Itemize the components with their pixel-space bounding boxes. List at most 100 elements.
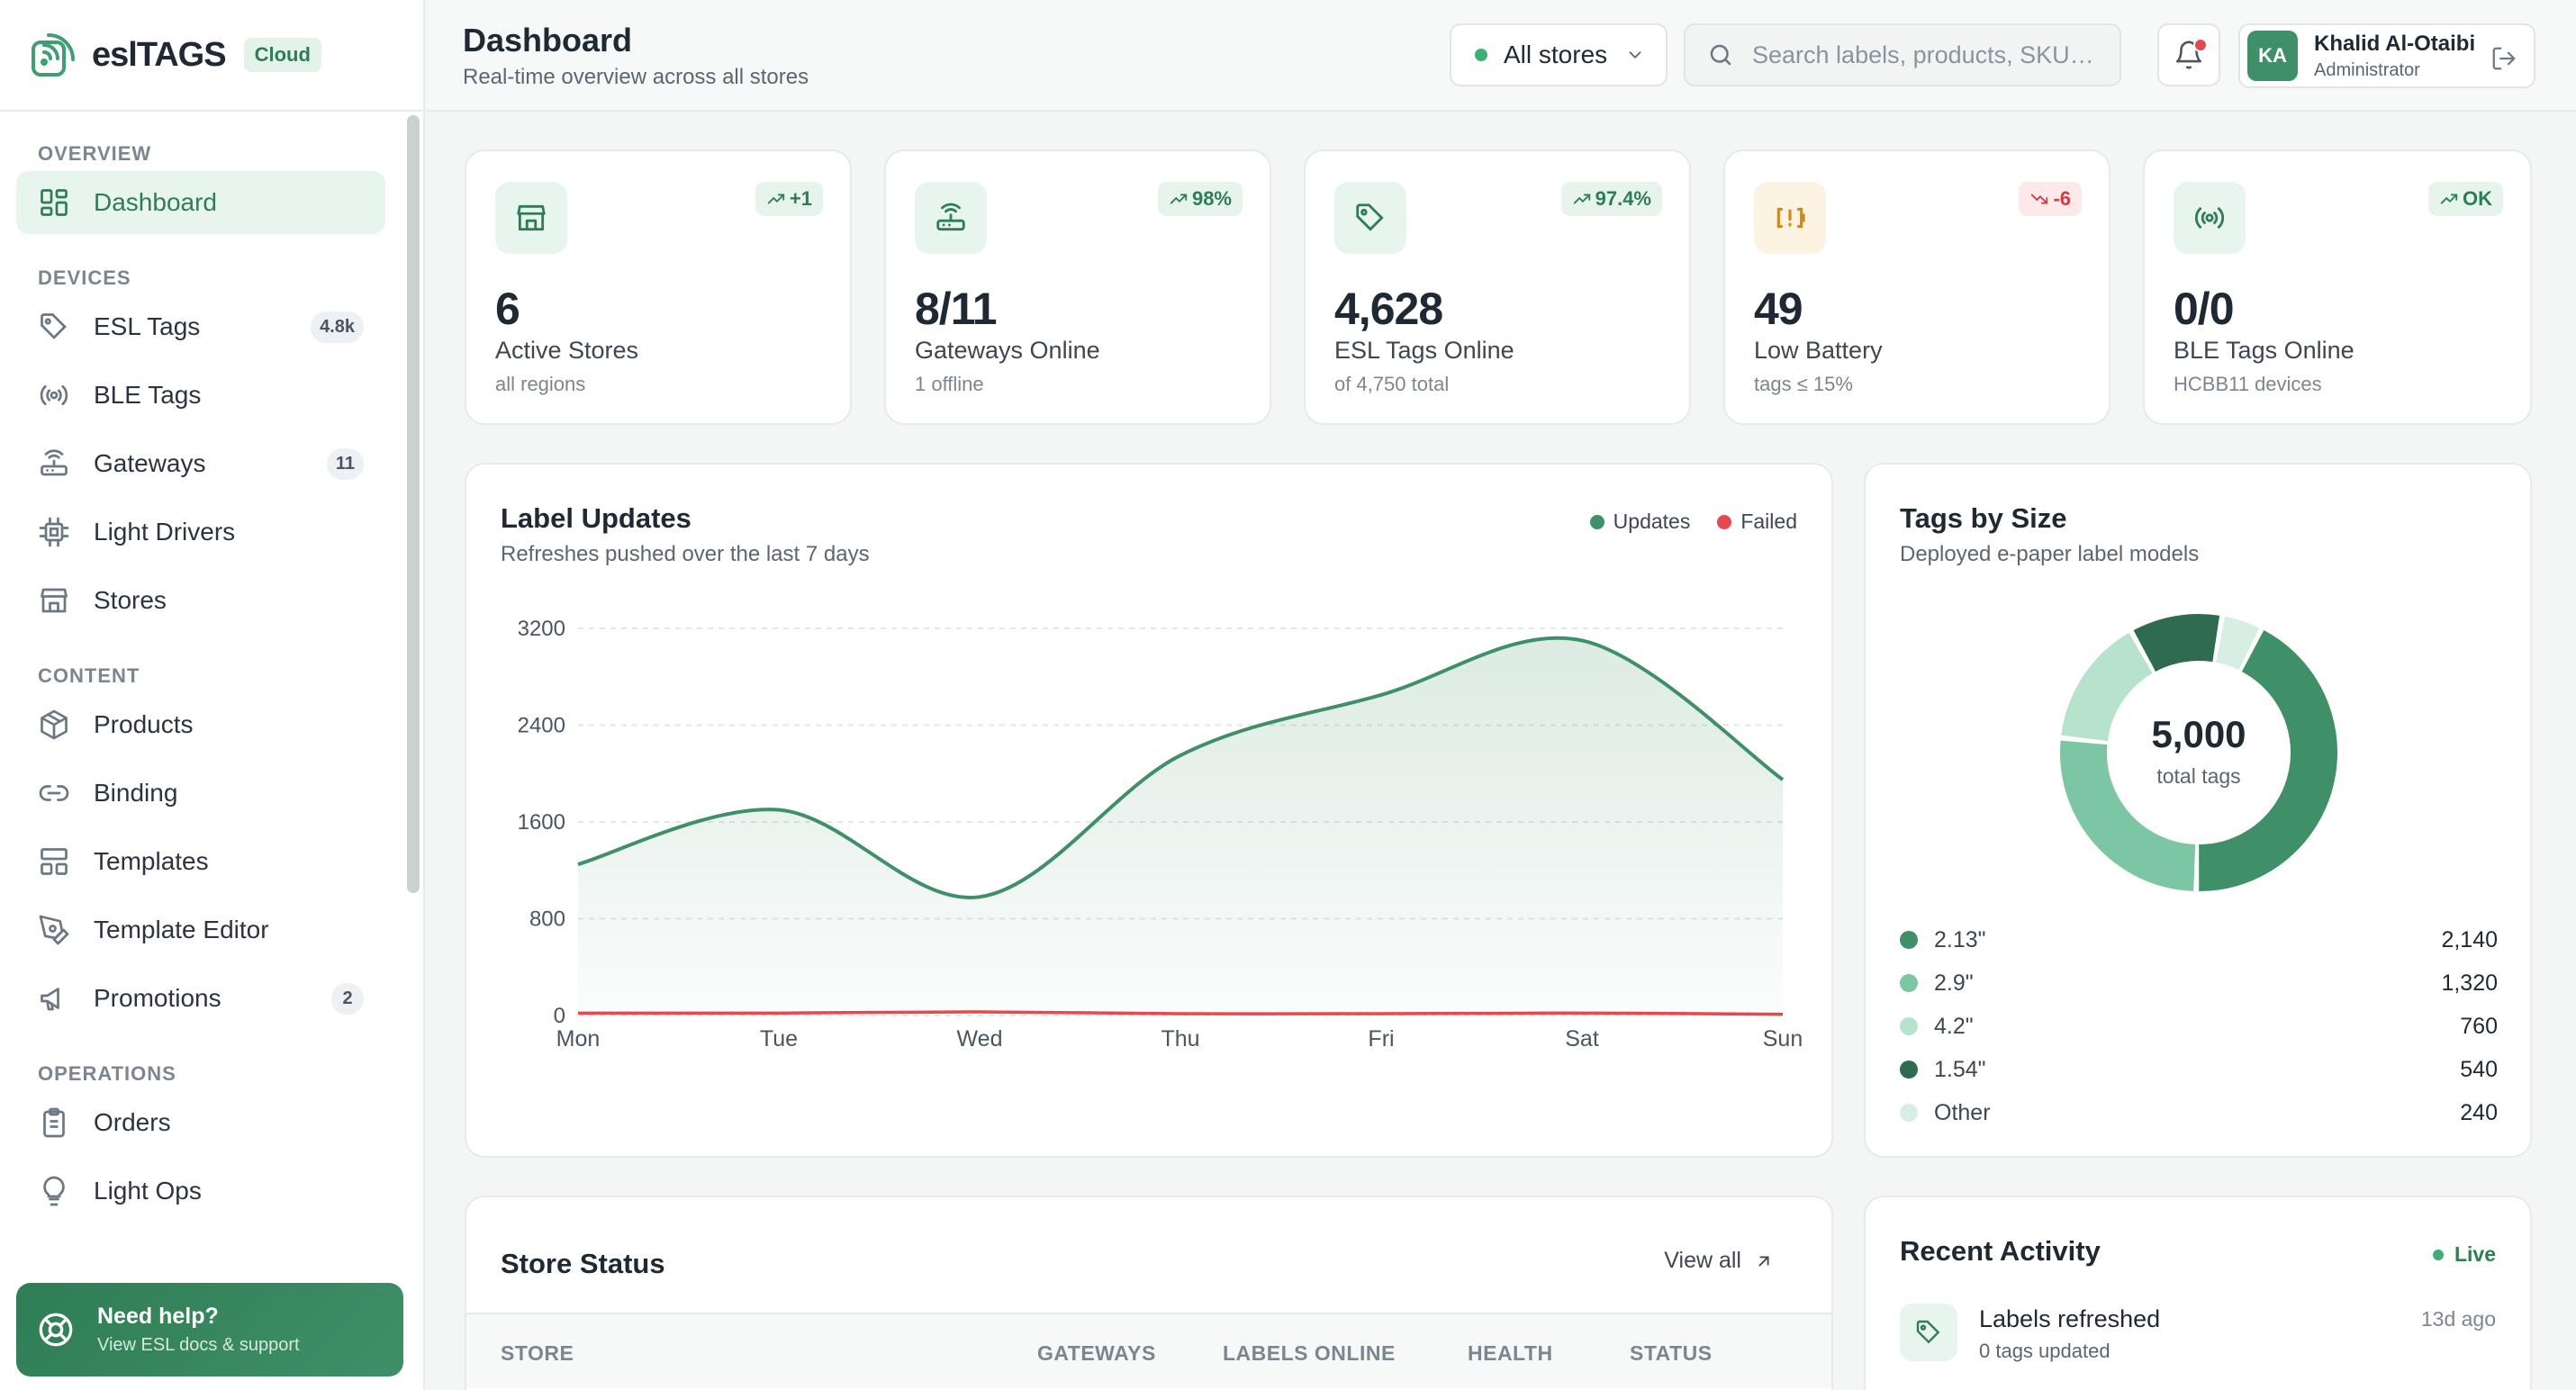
stat-sub: of 4,750 total	[1334, 373, 1450, 395]
stat-card-esl-tags-online[interactable]: 97.4% 4,628 ESL Tags Online of 4,750 tot…	[1304, 149, 1691, 425]
size-legend-row[interactable]: Other 240	[1900, 1091, 2498, 1134]
search-icon	[1710, 44, 1731, 66]
size-value: 540	[2460, 1056, 2498, 1082]
activity-item[interactable]: Labels refreshed 0 tags updated 13d ago	[1900, 1304, 2496, 1376]
column-header-labels-online[interactable]: LABELS ONLINE	[1223, 1341, 1396, 1365]
trend-up-icon	[767, 194, 785, 204]
live-indicator: Live	[2432, 1242, 2496, 1267]
dashboard-icon	[41, 189, 68, 216]
size-label: 2.13"	[1934, 926, 1986, 952]
size-legend-row[interactable]: 4.2" 760	[1900, 1005, 2498, 1048]
stat-sub: tags ≤ 15%	[1754, 373, 1853, 395]
size-label: 1.54"	[1934, 1056, 1986, 1082]
sidebar-scrollbar[interactable]	[407, 115, 420, 893]
user-role: Administrator	[2314, 59, 2420, 80]
legend-label: Updates	[1613, 510, 1691, 533]
notifications-button[interactable]	[2157, 23, 2220, 86]
sidebar-item-template-editor[interactable]: Template Editor	[16, 898, 385, 961]
sidebar-item-label: ESL Tags	[94, 312, 201, 340]
y-tick-label: 0	[554, 1004, 565, 1028]
sidebar-item-label: BLE Tags	[94, 381, 202, 409]
sidebar-item-esl-tags[interactable]: ESL Tags 4.8k	[16, 295, 385, 358]
activity-subtitle: 0 tags updated	[1979, 1340, 2111, 1362]
stat-card-ble-tags-online[interactable]: OK 0/0 BLE Tags Online HCBB11 devices	[2143, 149, 2532, 425]
router-icon	[41, 449, 68, 476]
search-input[interactable]	[1752, 41, 2112, 69]
stat-label: Active Stores	[495, 337, 639, 364]
page-subtitle: Real-time overview across all stores	[463, 65, 809, 89]
column-header-status[interactable]: STATUS	[1630, 1341, 1713, 1365]
sidebar: eslTAGS Cloud OVERVIEW Dashboard DEVICES…	[0, 0, 425, 1390]
sidebar-item-promotions[interactable]: Promotions 2	[16, 967, 385, 1030]
pen-icon	[39, 915, 69, 945]
sidebar-item-label: Templates	[94, 847, 209, 875]
nav-section-content: CONTENT	[38, 664, 140, 687]
panel-subtitle: Refreshes pushed over the last 7 days	[501, 542, 870, 566]
arrow-up-right-icon	[1758, 1256, 1769, 1266]
panel-title: Recent Activity	[1900, 1235, 2101, 1267]
store-select[interactable]: All stores	[1450, 23, 1668, 86]
size-value: 1,320	[2441, 970, 2498, 996]
panel-subtitle: Deployed e-paper label models	[1900, 542, 2200, 566]
sidebar-item-light-ops[interactable]: Light Ops	[16, 1160, 385, 1223]
sidebar-item-stores[interactable]: Stores	[16, 569, 385, 632]
size-label: 4.2"	[1934, 1013, 1974, 1039]
user-name: Khalid Al-Otaibi	[2314, 31, 2476, 56]
sidebar-item-label: Gateways	[94, 449, 206, 477]
user-menu[interactable]: KA Khalid Al-Otaibi Administrator	[2238, 23, 2535, 88]
count-badge: 4.8k	[311, 311, 364, 343]
stat-card-active-stores[interactable]: +1 6 Active Stores all regions	[465, 149, 852, 425]
stat-value: 49	[1754, 284, 1803, 334]
sidebar-item-light-drivers[interactable]: Light Drivers	[16, 501, 385, 564]
donut-slice[interactable]	[2046, 600, 2352, 906]
logout-icon[interactable]	[2490, 45, 2517, 72]
trend-badge: OK	[2428, 182, 2503, 216]
page-title: Dashboard	[463, 22, 633, 59]
sidebar-item-ble-tags[interactable]: BLE Tags	[16, 364, 385, 427]
legend-swatch	[1900, 974, 1918, 992]
tags-by-size-panel: Tags by Size Deployed e-paper label mode…	[1864, 463, 2532, 1158]
sidebar-item-gateways[interactable]: Gateways 11	[16, 432, 385, 495]
search-box[interactable]	[1684, 23, 2121, 86]
layout-icon	[41, 848, 68, 875]
x-tick-label: Mon	[556, 1026, 601, 1052]
sidebar-item-label: Dashboard	[94, 188, 217, 216]
size-legend: 2.13" 2,140 2.9" 1,320 4.2" 760 1.54" 540 Other 2…	[1900, 918, 2498, 1134]
box-icon	[41, 709, 68, 740]
size-legend-row[interactable]: 2.9" 1,320	[1900, 961, 2498, 1005]
y-tick-label: 2400	[518, 714, 565, 738]
stat-card-low-battery[interactable]: -6 49 Low Battery tags ≤ 15%	[1723, 149, 2111, 425]
size-legend-row[interactable]: 1.54" 540	[1900, 1048, 2498, 1091]
sidebar-item-templates[interactable]: Templates	[16, 830, 385, 893]
column-header-health[interactable]: HEALTH	[1468, 1341, 1553, 1365]
store-status-panel: Store Status View all STORE GATEWAYS LAB…	[465, 1196, 1833, 1390]
trend-value: -6	[2053, 187, 2071, 210]
brand[interactable]: eslTAGS Cloud	[0, 0, 423, 112]
sidebar-item-binding[interactable]: Binding	[16, 762, 385, 825]
x-tick-label: Thu	[1161, 1026, 1199, 1052]
x-tick-label: Sun	[1763, 1026, 1803, 1052]
donut-slice[interactable]	[2046, 600, 2352, 906]
sidebar-item-orders[interactable]: Orders	[16, 1091, 385, 1154]
recent-activity-panel: Recent Activity Live Labels refreshed 0 …	[1864, 1196, 2532, 1390]
top-header: Dashboard Real-time overview across all …	[427, 0, 2576, 112]
size-label: Other	[1934, 1099, 1991, 1125]
donut-total: 5,000	[2151, 713, 2246, 755]
legend-swatch	[1900, 1104, 1918, 1122]
sidebar-item-dashboard[interactable]: Dashboard	[16, 171, 385, 234]
trend-value: OK	[2463, 187, 2492, 210]
size-legend-row[interactable]: 2.13" 2,140	[1900, 918, 2498, 961]
trend-up-icon	[1170, 194, 1188, 204]
view-all-link[interactable]: View all	[1664, 1248, 1774, 1274]
stat-card-gateways-online[interactable]: 98% 8/11 Gateways Online 1 offline	[884, 149, 1271, 425]
column-header-gateways[interactable]: GATEWAYS	[1037, 1341, 1156, 1365]
legend-item-updates: Updates	[1589, 510, 1691, 534]
stat-sub: all regions	[495, 373, 586, 395]
y-tick-label: 800	[529, 907, 565, 932]
x-tick-label: Fri	[1368, 1026, 1394, 1052]
stat-label: ESL Tags Online	[1334, 337, 1514, 364]
sidebar-item-products[interactable]: Products	[16, 693, 385, 756]
column-header-store[interactable]: STORE	[501, 1341, 574, 1365]
help-card[interactable]: Need help? View ESL docs & support	[16, 1283, 403, 1376]
legend-swatch	[1717, 514, 1732, 529]
